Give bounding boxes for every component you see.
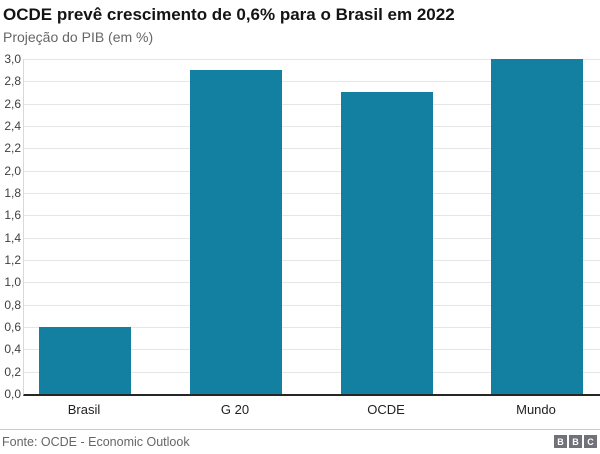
gridline — [24, 327, 600, 328]
y-tick-label: 0,6 — [4, 320, 21, 334]
y-tick-label: 2,2 — [4, 141, 21, 155]
x-tick-label: G 20 — [220, 402, 250, 417]
x-tick-label: Brasil — [67, 402, 101, 417]
gridline — [24, 282, 600, 283]
y-tick-label: 1,4 — [4, 231, 21, 245]
bbc-logo: B B C — [554, 435, 597, 448]
bar-g-20 — [190, 70, 282, 394]
gridline — [24, 148, 600, 149]
gridline — [24, 349, 600, 350]
gridline — [24, 193, 600, 194]
y-tick-label: 0,0 — [4, 387, 21, 401]
y-tick-label: 2,4 — [4, 119, 21, 133]
x-tick-label: OCDE — [367, 402, 405, 417]
chart-header: OCDE prevê crescimento de 0,6% para o Br… — [3, 4, 596, 46]
y-tick-label: 2,8 — [4, 74, 21, 88]
gridline — [24, 238, 600, 239]
gridline — [24, 171, 600, 172]
gridline — [24, 81, 600, 82]
x-tick-label: Mundo — [516, 402, 556, 417]
y-tick-label: 2,0 — [4, 164, 21, 178]
bbc-logo-letter: C — [584, 435, 597, 448]
gridline — [24, 59, 600, 60]
plot-area — [23, 59, 600, 396]
y-tick-label: 1,6 — [4, 208, 21, 222]
bar-brasil — [39, 327, 131, 394]
chart-title: OCDE prevê crescimento de 0,6% para o Br… — [3, 5, 455, 24]
y-tick-label: 1,0 — [4, 275, 21, 289]
gridline — [24, 126, 600, 127]
gridline — [24, 215, 600, 216]
bbc-logo-letter: B — [554, 435, 567, 448]
y-tick-label: 0,8 — [4, 298, 21, 312]
y-tick-label: 0,4 — [4, 342, 21, 356]
gridline — [24, 305, 600, 306]
gridline — [24, 372, 600, 373]
chart-footer: Fonte: OCDE - Economic Outlook B B C — [0, 429, 600, 453]
bar-mundo — [491, 59, 583, 394]
y-tick-label: 2,6 — [4, 97, 21, 111]
chart-subtitle: Projeção do PIB (em %) — [3, 29, 154, 45]
source-text: Fonte: OCDE - Economic Outlook — [2, 434, 190, 449]
gridline — [24, 260, 600, 261]
y-tick-label: 1,2 — [4, 253, 21, 267]
bbc-logo-letter: B — [569, 435, 582, 448]
y-tick-label: 3,0 — [4, 52, 21, 66]
y-tick-label: 1,8 — [4, 186, 21, 200]
y-tick-label: 0,2 — [4, 365, 21, 379]
gridline — [24, 104, 600, 105]
bar-ocde — [341, 92, 433, 394]
